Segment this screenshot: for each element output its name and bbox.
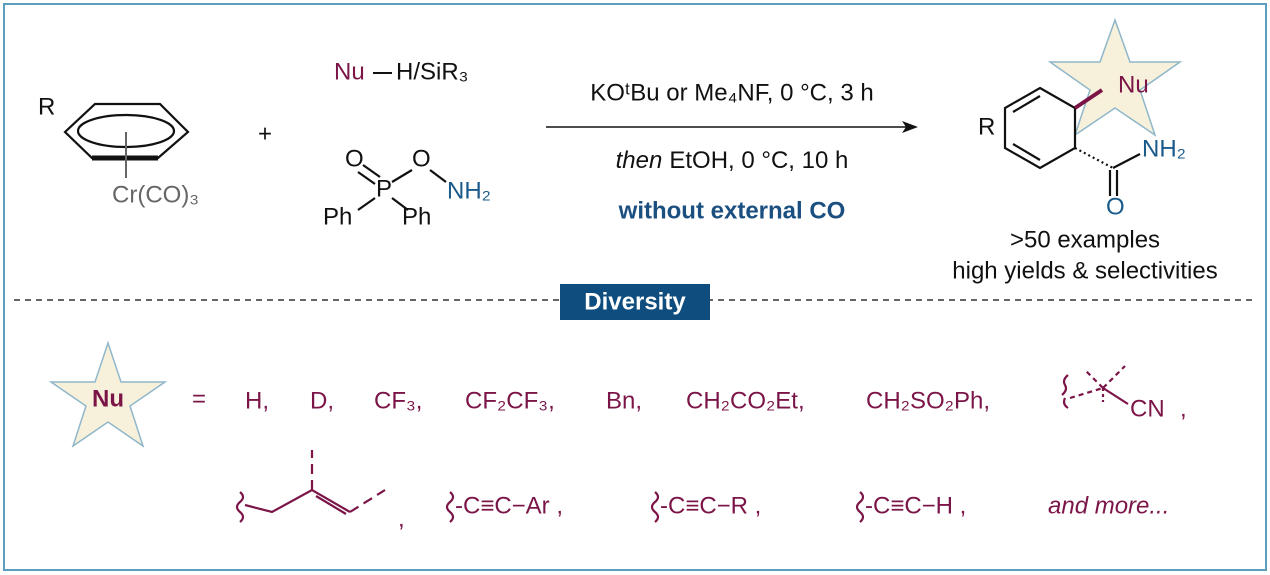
label-box — [560, 284, 710, 320]
atom: P — [376, 175, 392, 202]
atom: O — [412, 145, 431, 172]
arene-substituent: R — [38, 93, 55, 120]
arene-metal: Cr(CO)₃ — [112, 181, 199, 208]
condition-step1: KOᵗBu or Me₄NF, 0 °C, 3 h — [590, 79, 873, 106]
wavy-bonds — [445, 491, 865, 523]
atom: NH₂ — [447, 177, 491, 204]
plus: + — [258, 120, 272, 147]
scope: >50 examples — [1010, 226, 1160, 253]
nucleophile: CF₂CF₃, — [465, 387, 555, 414]
nucleophile: CH₂CO₂Et, — [686, 387, 805, 414]
condition-step2: then EtOH, 0 °C, 10 h — [616, 147, 849, 174]
comma: , — [398, 505, 405, 532]
star — [48, 340, 168, 448]
star-label: Nu — [92, 385, 124, 412]
alkynyl: -C≡C−R , — [660, 492, 761, 519]
prenyl-fragment — [235, 450, 386, 523]
condition-note: without external CO — [618, 197, 846, 224]
nucleophile: CF₃, — [374, 387, 422, 414]
equals: = — [192, 385, 206, 412]
condition-text: EtOH, 0 °C, 10 h — [669, 147, 848, 174]
atom: O — [345, 145, 364, 172]
atom: Ph — [402, 203, 431, 230]
condition-prefix: then — [616, 147, 663, 174]
comma: , — [1180, 395, 1187, 422]
nucleophile: Nu — [334, 58, 365, 85]
nucleophile: Bn, — [606, 387, 642, 414]
arene-complex — [63, 102, 190, 178]
star — [1047, 17, 1183, 137]
product-bonds — [1003, 86, 1141, 196]
cyano-fragment — [1061, 365, 1129, 409]
nucleophile: H, — [245, 387, 269, 414]
atom: Ph — [323, 203, 352, 230]
product-nucleophile: Nu — [1118, 71, 1149, 98]
arrow-head — [902, 121, 918, 133]
alkynyl: -C≡C−H , — [865, 492, 966, 519]
nucleophile-partner: H/SiR₃ — [396, 58, 468, 85]
aminating-agent-bonds — [357, 164, 447, 211]
alkynyl: -C≡C−Ar , — [455, 492, 563, 519]
amide-o: O — [1106, 193, 1125, 220]
cyano: CN — [1130, 395, 1165, 422]
diversity-label: Diversity — [584, 288, 686, 315]
amide-n: NH₂ — [1142, 135, 1186, 162]
nucleophile: CH₂SO₂Ph, — [866, 387, 990, 414]
and-more: and more... — [1048, 492, 1169, 519]
product-substituent: R — [978, 113, 995, 140]
selectivity: high yields & selectivities — [952, 257, 1217, 284]
nucleophile: D, — [310, 387, 334, 414]
